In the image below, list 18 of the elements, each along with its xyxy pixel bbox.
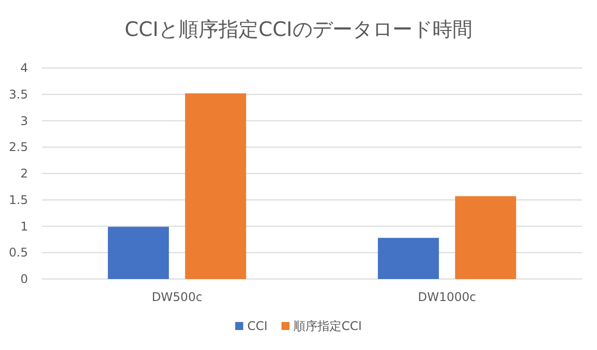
y-tick-label: 1 xyxy=(20,219,28,234)
y-tick-label: 0.5 xyxy=(8,246,28,260)
y-tick-label: 0 xyxy=(20,272,28,286)
y-tick-label: 2 xyxy=(20,166,28,180)
y-tick-label: 1.5 xyxy=(8,192,28,207)
bar xyxy=(185,93,246,279)
legend-label: CCI xyxy=(247,319,268,333)
bar xyxy=(455,196,516,279)
x-tick-label: DW1000c xyxy=(418,290,476,304)
y-tick-label: 4 xyxy=(20,61,28,75)
y-tick-label: 3 xyxy=(20,114,28,128)
y-tick-label: 3.5 xyxy=(8,87,28,102)
bar xyxy=(378,238,439,279)
y-tick-label: 2.5 xyxy=(8,140,28,154)
x-tick-label: DW500c xyxy=(152,290,202,304)
chart-title: CCIと順序指定CCIのデータロード時間 xyxy=(124,17,472,41)
legend-label: 順序指定CCI xyxy=(294,319,362,333)
bar xyxy=(108,226,169,279)
